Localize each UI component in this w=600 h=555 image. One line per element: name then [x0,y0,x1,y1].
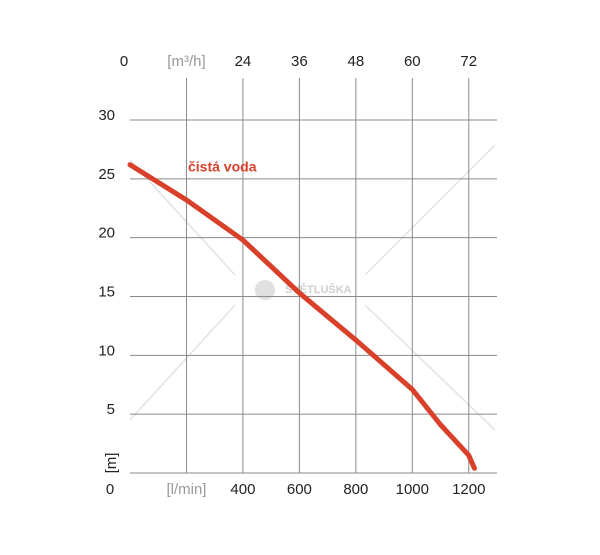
y-tick-label: 15 [98,283,115,300]
watermark [129,144,496,431]
x2-tick-label: 36 [291,53,308,70]
x-tick-label: 1000 [396,481,429,498]
x-tick-label: 600 [287,481,312,498]
x2-tick-label: [m³/h] [167,53,205,70]
x-tick-label: 400 [230,481,255,498]
x2-tick-label: 24 [235,53,252,70]
x-tick-label: [l/min] [166,481,206,498]
y-axis-label: [m] [103,453,120,474]
x-tick-label: 1200 [452,481,485,498]
series-line [127,162,477,471]
y-tick-label: 5 [107,401,115,418]
x2-tick-label: 72 [460,53,477,70]
x-tick-label: 0 [106,481,114,498]
y-tick-label: 10 [98,342,115,359]
x2-tick-label: 0 [120,53,128,70]
x-tick-label: 800 [343,481,368,498]
series-label: čistá voda [188,159,257,175]
x2-tick-label: 48 [348,53,365,70]
y-tick-label: 25 [98,166,115,183]
y-tick-label: 30 [98,107,115,124]
y-tick-label: 20 [98,225,115,242]
x2-tick-label: 60 [404,53,421,70]
